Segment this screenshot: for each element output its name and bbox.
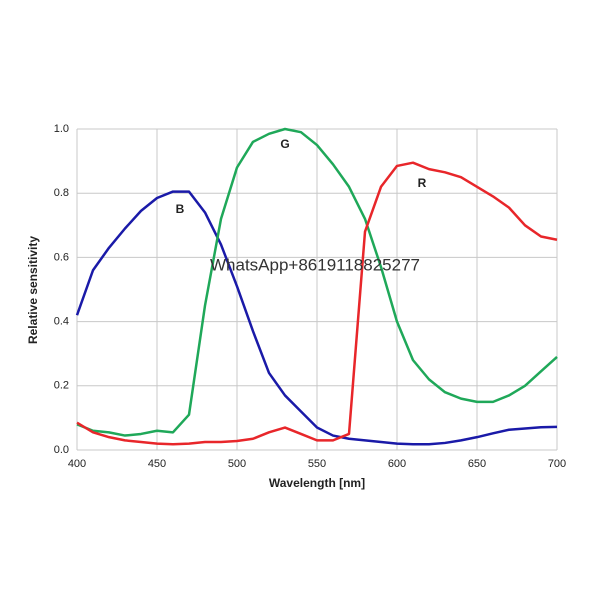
x-tick-label: 650: [468, 458, 486, 470]
x-tick-label: 500: [228, 458, 246, 470]
x-axis-label: Wavelength [nm]: [269, 476, 365, 490]
series-label: B: [176, 202, 185, 216]
series-label: R: [418, 176, 427, 190]
x-tick-label: 550: [308, 458, 326, 470]
y-tick-label: 0.2: [54, 380, 69, 392]
series-label: G: [280, 137, 289, 151]
y-tick-label: 1.0: [54, 123, 69, 135]
y-tick-label: 0.0: [54, 444, 69, 456]
y-tick-label: 0.6: [54, 251, 69, 263]
y-tick-label: 0.4: [54, 316, 69, 328]
x-tick-label: 700: [548, 458, 566, 470]
watermark: WhatsApp+8619118825277: [210, 255, 420, 274]
series-line: [76, 127, 558, 437]
x-tick-label: 450: [148, 458, 166, 470]
y-axis-label: Relative sensitivity: [26, 236, 40, 344]
series-line: [75, 190, 558, 446]
x-tick-label: 600: [388, 458, 406, 470]
y-tick-label: 0.8: [54, 187, 69, 199]
series-line: [76, 161, 558, 446]
x-tick-label: 400: [68, 458, 86, 470]
